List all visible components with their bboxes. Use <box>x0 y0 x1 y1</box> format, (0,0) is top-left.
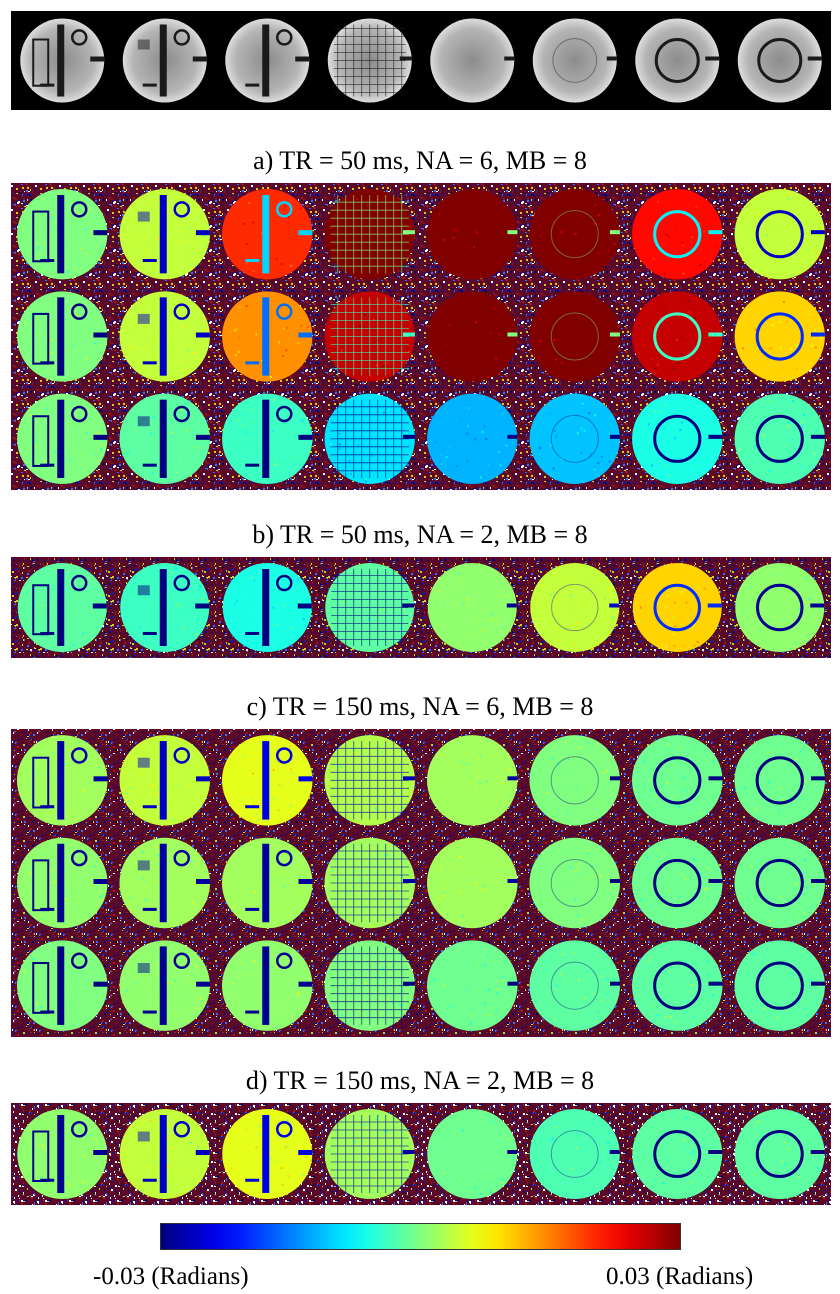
phase-map-slice <box>529 735 620 826</box>
phase-map-slice <box>632 837 723 929</box>
phase-map-slice <box>632 940 723 1031</box>
phase-map-slice <box>427 563 517 652</box>
phase-map-slice <box>734 291 825 382</box>
panel-c-phase-maps <box>11 729 831 1037</box>
phase-map-slice <box>632 393 723 484</box>
panel-d-title: d) TR = 150 ms, NA = 2, MB = 8 <box>245 1066 595 1095</box>
phase-map-slice <box>734 837 825 929</box>
phase-map-slice <box>427 940 518 1031</box>
phase-map-slice <box>734 735 825 826</box>
colorbar-max-label: 0.03 (Radians) <box>606 1263 754 1290</box>
phase-map-slice <box>427 837 518 929</box>
phase-map-slice <box>735 563 825 652</box>
magnitude-slice <box>737 18 822 103</box>
panel-d-phase-maps <box>11 1103 831 1205</box>
phase-map-slice <box>427 189 518 280</box>
panel-a-phase-maps <box>11 183 831 490</box>
colorbar-min-label: -0.03 (Radians) <box>93 1263 249 1290</box>
magnitude-slice <box>635 18 720 103</box>
phase-map-slice <box>427 291 518 382</box>
panel-c-title: c) TR = 150 ms, NA = 6, MB = 8 <box>246 692 594 721</box>
panel-b-title: b) TR = 50 ms, NA = 2, MB = 8 <box>252 520 588 549</box>
phase-map-slice <box>529 393 620 484</box>
phase-map-slice <box>427 735 518 826</box>
phase-map-slice <box>529 940 620 1031</box>
phase-map-slice <box>632 1109 723 1199</box>
phase-map-slice <box>632 735 723 826</box>
magnitude-slice <box>430 18 515 103</box>
phase-map-slice <box>529 291 620 382</box>
phase-map-slice <box>734 189 825 280</box>
phase-map-slice <box>734 1109 825 1199</box>
magnitude-panel <box>11 11 831 110</box>
phase-map-slice <box>734 393 825 484</box>
magnitude-slice <box>532 18 617 103</box>
panel-a-title: a) TR = 50 ms, NA = 6, MB = 8 <box>253 146 587 175</box>
phase-map-slice <box>632 291 723 382</box>
phase-map-slice <box>427 1109 518 1199</box>
colorbar <box>160 1223 681 1250</box>
phase-map-slice <box>632 189 723 280</box>
phase-map-slice <box>529 837 620 929</box>
panel-b-phase-maps <box>11 557 831 658</box>
phase-map-slice <box>632 563 722 652</box>
phase-map-slice <box>529 1109 620 1199</box>
phase-map-slice <box>427 393 518 484</box>
phase-map-slice <box>530 563 620 652</box>
phase-map-slice <box>734 940 825 1031</box>
